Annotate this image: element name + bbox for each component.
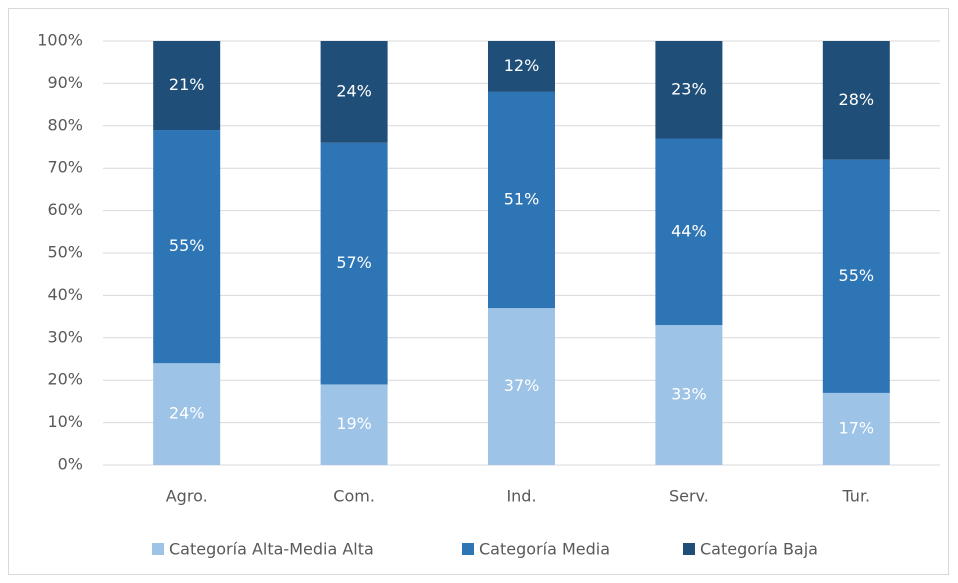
bar-segment [655,325,723,465]
y-tick-label: 30% [47,327,83,346]
y-tick-label: 80% [47,115,83,134]
legend-swatch [152,543,164,555]
data-label: 24% [169,404,205,423]
bar-segment [153,130,221,364]
data-label: 21% [169,75,205,94]
legend-label: Categoría Media [479,540,610,559]
legend-swatch [462,543,474,555]
data-label: 28% [839,90,875,109]
bar-segment [488,91,555,309]
y-tick-label: 50% [47,243,83,262]
data-label: 23% [671,79,707,98]
y-tick-label: 40% [47,285,83,304]
bar-segment [320,142,388,385]
bar-segment [488,41,555,92]
bar-segment [822,41,890,160]
data-label: 44% [671,221,707,240]
y-tick-label: 10% [47,412,83,431]
bar-segment [822,392,890,465]
legend-label: Categoría Alta-Media Alta [169,540,374,559]
data-label: 37% [504,376,540,395]
x-tick-label: Com. [333,487,375,506]
y-tick-label: 100% [37,31,83,50]
data-label: 12% [504,56,540,75]
bar-segment [655,41,723,139]
data-label: 57% [336,253,372,272]
x-tick-label: Serv. [669,487,709,506]
bar-segment [320,41,388,143]
y-tick-label: 90% [47,73,83,92]
y-tick-label: 70% [47,158,83,177]
data-label: 17% [839,418,875,437]
data-label: 19% [336,414,372,433]
bar-segment [153,41,221,131]
data-label: 51% [504,190,540,209]
chart-border [8,8,949,575]
data-label: 55% [839,266,875,285]
y-tick-label: 60% [47,200,83,219]
y-tick-label: 0% [58,455,83,474]
bar-segment [488,308,555,465]
bar-segment [320,384,388,465]
x-tick-label: Agro. [166,487,208,506]
x-tick-label: Ind. [506,487,536,506]
y-tick-label: 20% [47,370,83,389]
data-label: 24% [336,81,372,100]
data-label: 55% [169,236,205,255]
x-tick-label: Tur. [841,487,870,506]
bar-segment [822,159,890,393]
legend-label: Categoría Baja [700,540,818,559]
bar-segment [153,363,221,465]
legend-swatch [683,543,695,555]
data-label: 33% [671,385,707,404]
bar-segment [655,138,723,326]
